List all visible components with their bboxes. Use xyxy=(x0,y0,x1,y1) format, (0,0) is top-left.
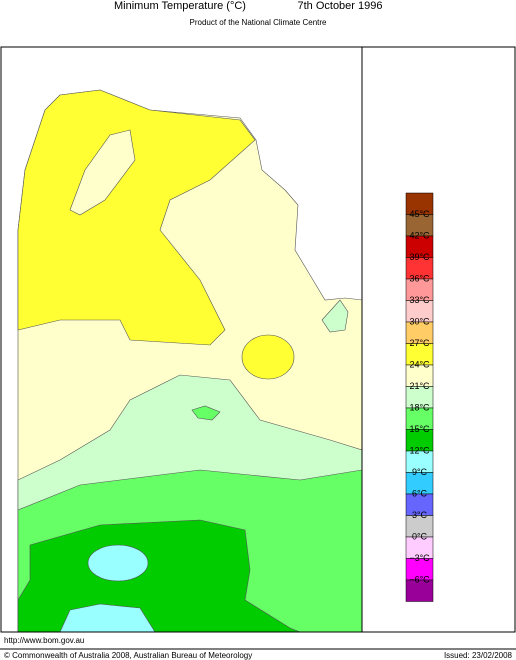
legend-label: 3°C xyxy=(412,510,428,520)
issued: Issued: 23/02/2008 xyxy=(444,651,513,660)
legend-label: 9°C xyxy=(412,467,428,477)
legend-label: 36°C xyxy=(409,273,430,283)
subtitle: Product of the National Climate Centre xyxy=(190,18,328,27)
legend-label: 0°C xyxy=(412,531,428,541)
zone-12 xyxy=(17,519,301,632)
legend-label: 33°C xyxy=(409,295,430,305)
zone-24 xyxy=(241,334,295,380)
zone-9 xyxy=(59,603,156,632)
legend-label: 24°C xyxy=(409,359,430,369)
legend-label: 39°C xyxy=(409,252,430,262)
legend-label: 45°C xyxy=(409,209,430,219)
legend-label: −6°C xyxy=(409,574,430,584)
legend: 45°C 42°C 39°C 36°C 33°C 30°C 27°C 24°C 21°C 18°C… xyxy=(405,192,434,602)
legend-label: 6°C xyxy=(412,488,428,498)
legend-label: 21°C xyxy=(409,381,430,391)
legend-label: 27°C xyxy=(409,338,430,348)
legend-label: 30°C xyxy=(409,316,430,326)
zone-24 xyxy=(17,89,256,346)
zone-21 xyxy=(69,129,136,216)
map xyxy=(0,46,363,633)
legend-label: 42°C xyxy=(409,230,430,240)
legend-frame xyxy=(361,46,516,633)
zone-15 xyxy=(191,405,221,421)
title: Minimum Temperature (°C) xyxy=(114,0,246,12)
zone-9 xyxy=(87,544,149,582)
legend-label: 18°C xyxy=(409,402,430,412)
legend-label: 15°C xyxy=(409,424,430,434)
copyright: © Commonwealth of Australia 2008, Austra… xyxy=(4,651,252,660)
zone-18 xyxy=(321,299,349,333)
legend-swatch xyxy=(405,579,434,602)
date: 7th October 1996 xyxy=(297,0,382,12)
legend-label: −3°C xyxy=(409,553,430,563)
legend-label: 12°C xyxy=(409,445,430,455)
footer-url: http://www.bom.gov.au xyxy=(4,636,84,645)
